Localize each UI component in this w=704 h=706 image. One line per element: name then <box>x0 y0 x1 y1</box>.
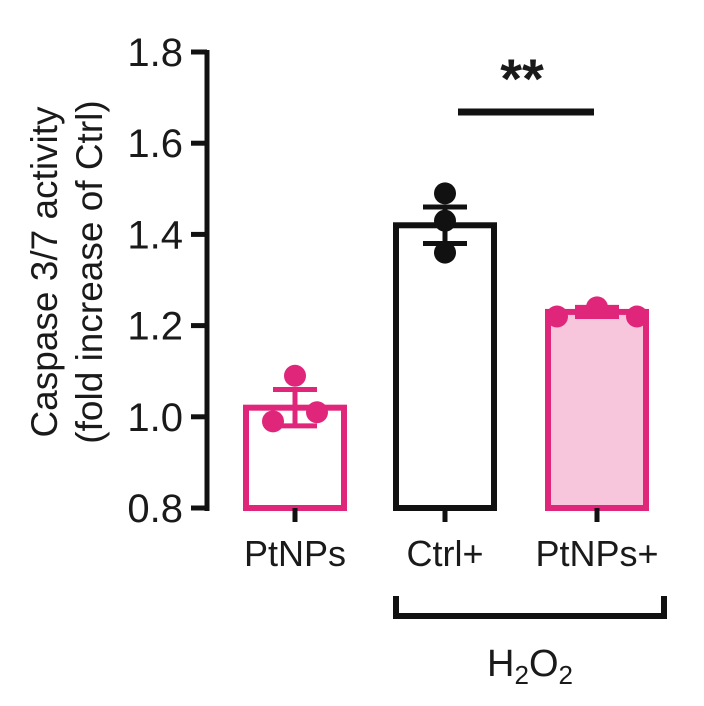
y-tick-label: 1.8 <box>127 31 183 75</box>
category-label: Ctrl+ <box>406 533 483 574</box>
significance-label: ** <box>500 47 544 110</box>
data-point-ptnps-plus-3 <box>626 305 648 328</box>
group-bracket <box>393 596 667 619</box>
bar-ctrl-plus <box>393 222 497 511</box>
y-axis-title-line-2: (fold increase of Ctrl) <box>69 100 110 443</box>
data-point-ptnps-plus-2 <box>546 305 568 328</box>
y-tick-label: 1.0 <box>127 396 183 440</box>
bars-layer <box>243 222 649 512</box>
y-tick-label: 1.6 <box>127 122 183 166</box>
data-point-ptnps-3 <box>306 401 328 424</box>
data-point-ptnps-2 <box>262 410 284 433</box>
bar-ptnps-plus <box>545 308 649 512</box>
points-layer <box>262 182 648 433</box>
y-axis-title-line-1: Caspase 3/7 activity <box>24 106 65 438</box>
y-tick-label: 1.2 <box>127 305 183 349</box>
data-point-ptnps-1 <box>284 364 306 387</box>
data-point-ctrl-plus-1 <box>434 182 456 205</box>
data-point-ctrl-plus-3 <box>434 241 456 264</box>
labels-layer: PtNPs Ctrl+ PtNPs+ Caspase 3/7 activity (fol… <box>24 47 667 690</box>
group-label-h2o2: H2O2 <box>487 643 573 690</box>
y-tick-label: 1.4 <box>127 213 183 257</box>
y-tick-label: 0.8 <box>127 487 183 531</box>
data-point-ctrl-plus-2 <box>434 209 456 232</box>
category-label: PtNPs+ <box>535 533 658 574</box>
data-point-ptnps-plus-1 <box>586 296 608 319</box>
y-axis: 0.8 1.0 1.2 1.4 1.6 1.8 <box>127 31 600 531</box>
category-label: PtNPs <box>244 533 346 574</box>
